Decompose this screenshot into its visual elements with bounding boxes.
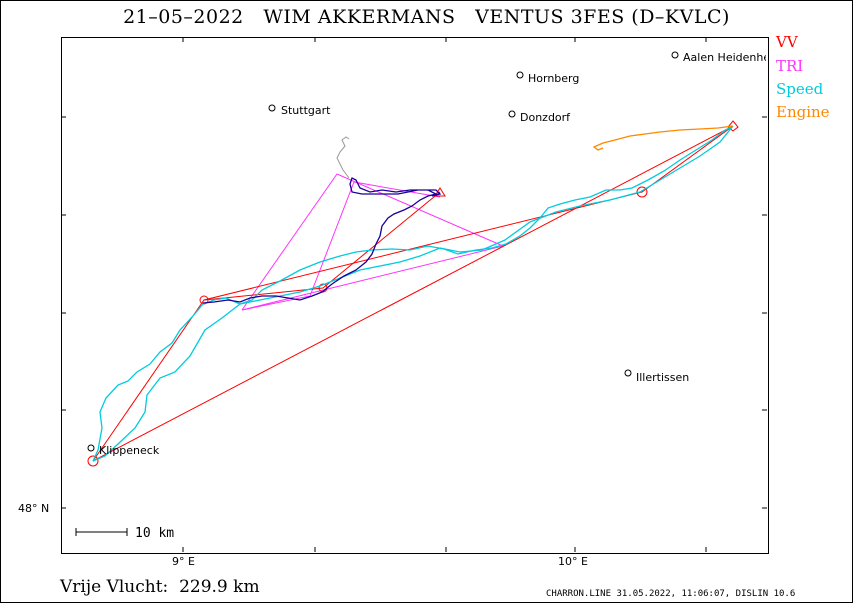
distance-text: Vrije Vlucht: 229.9 km [60,577,260,597]
town-marker [87,444,95,452]
vv-turnpoint [87,455,99,467]
footer-credit: CHARRON.LINE 31.05.2022, 11:06:07, DISLI… [546,589,796,599]
vv-course-leg [203,191,441,301]
axis-ticks [61,37,767,552]
vv-course [92,125,734,462]
town-label-aalen: Aalen Heidenheim [683,51,766,64]
lon-label-10: 10° E [558,555,588,568]
town-marker [624,369,632,377]
speed-track-return [92,125,734,462]
town-marker [516,71,524,79]
scale-bar [75,528,128,536]
town-marker [671,51,679,59]
scale-label: 10 km [135,526,175,541]
glider-track [202,177,442,304]
town-label-stuttgart: Stuttgart [281,104,331,117]
legend-engine: Engine [776,103,830,121]
lat-label: 48° N [18,502,50,515]
legend-vv: VV [776,33,798,51]
vv-turnpoint [636,186,648,198]
town-label-hornberg: Hornberg [528,72,580,85]
town-label-klippeneck: Klippeneck [99,444,160,457]
gray-track [336,136,350,179]
vv-turnpoint [727,120,739,132]
town-label-donzdorf: Donzdorf [520,111,571,124]
legend-speed: Speed [776,80,824,98]
page-title: 21–05–2022 WIM AKKERMANS VENTUS 3FES (D–… [123,6,730,28]
town-marker [508,110,516,118]
town-markers [87,51,679,452]
tri-course [241,173,505,311]
engine-track [592,125,734,151]
map-area [61,37,769,554]
town-marker [268,104,276,112]
tri-course-leg [241,181,441,311]
speed-track [92,125,734,462]
lon-label-9: 9° E [172,555,195,568]
legend-tri: TRI [776,57,804,75]
town-label-illertissen: Illertissen [636,371,690,384]
